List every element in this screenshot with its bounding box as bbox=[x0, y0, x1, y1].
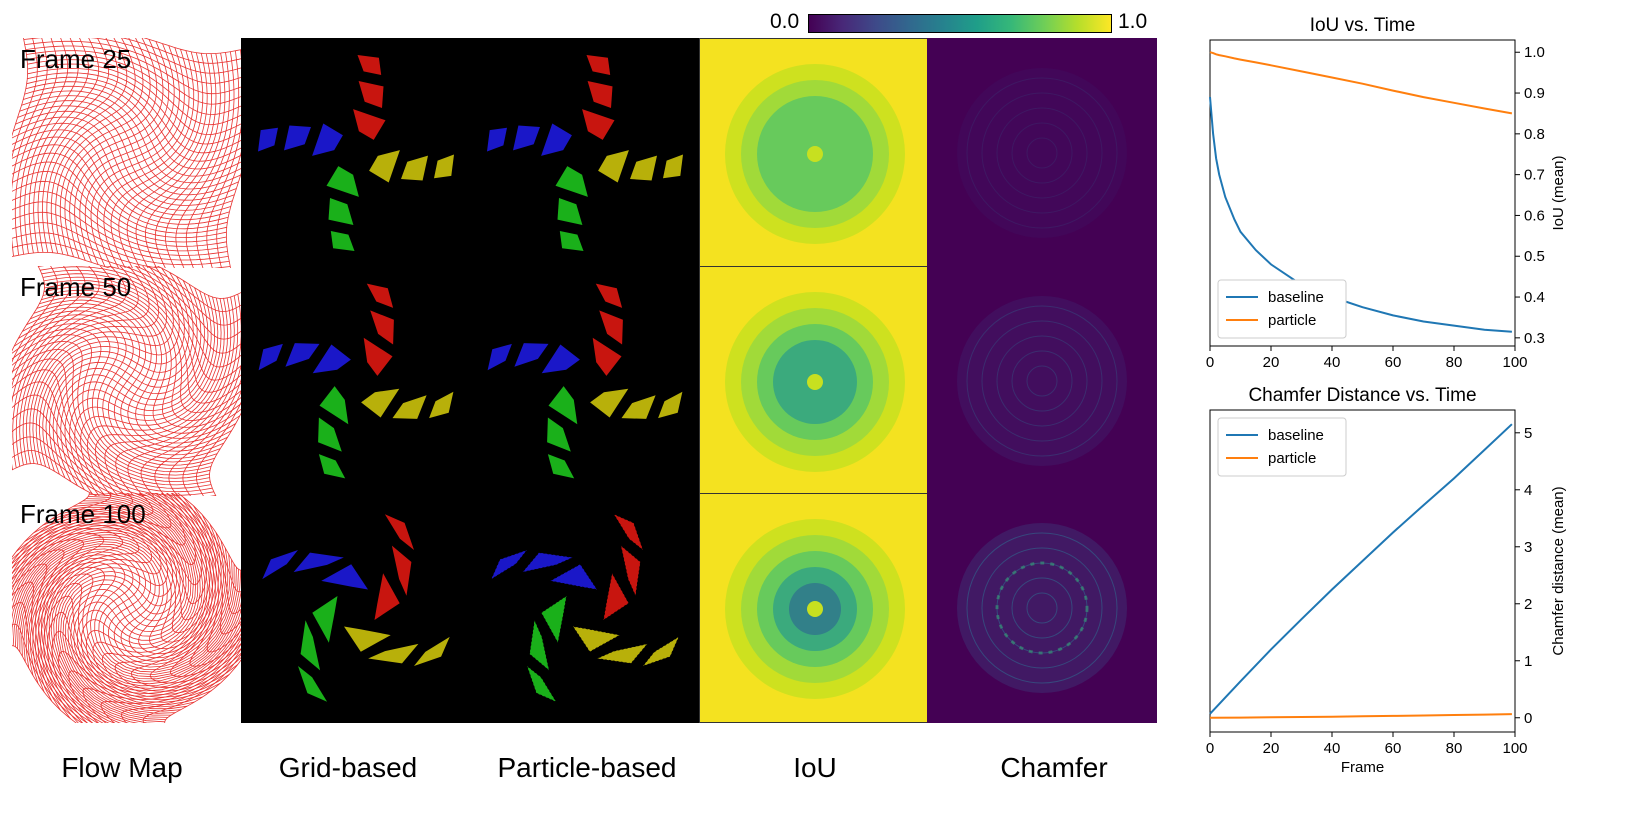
column-label-grid-based: Grid-based bbox=[278, 752, 418, 783]
x-tick-label: 0 bbox=[1206, 740, 1214, 757]
y-axis-label: IoU (mean) bbox=[1550, 155, 1567, 230]
flow-map-panel-row-2: Frame 50 bbox=[12, 266, 242, 496]
colorbar bbox=[808, 14, 1112, 33]
plot-frame bbox=[1209, 409, 1516, 733]
x-tick-label: 0 bbox=[1206, 354, 1214, 371]
y-tick-label: 0.6 bbox=[1524, 207, 1545, 224]
x-tick-label: 100 bbox=[1502, 740, 1527, 757]
series-line-particle bbox=[1209, 713, 1512, 719]
flow-map-panel-row-1: Frame 25 bbox=[12, 38, 242, 268]
x-axis-label: Frame bbox=[1341, 759, 1384, 776]
column-label-chamfer: Chamfer bbox=[1000, 752, 1108, 783]
iou-map-panel-row-3 bbox=[699, 493, 929, 723]
column-label-iou: IoU bbox=[793, 752, 837, 783]
x-tick-label: 40 bbox=[1324, 354, 1341, 371]
y-tick-label: 0.7 bbox=[1524, 167, 1545, 184]
y-axis-label: Chamfer distance (mean) bbox=[1550, 486, 1567, 655]
particle-based-panel-row-1 bbox=[470, 38, 700, 268]
series-line-baseline bbox=[1209, 423, 1513, 715]
chart-title: Chamfer Distance vs. Time bbox=[1248, 385, 1476, 406]
x-tick-label: 20 bbox=[1263, 740, 1280, 757]
frame-label: Frame 100 bbox=[20, 499, 146, 529]
x-tick-label: 60 bbox=[1385, 354, 1402, 371]
series-line-particle bbox=[1209, 51, 1513, 115]
x-tick-label: 100 bbox=[1502, 354, 1527, 371]
legend-box bbox=[1217, 417, 1347, 477]
chart-svg: IoU vs. Time 0 20 40 60 80 100 0.3 0.4 0.5 0.6 0.7 0… bbox=[1206, 15, 1567, 371]
x-tick-label: 40 bbox=[1324, 740, 1341, 757]
grid-based-panel-row-1 bbox=[241, 38, 471, 268]
colorbar-max-label: 1.0 bbox=[1118, 10, 1148, 33]
chart-title: IoU vs. Time bbox=[1310, 15, 1416, 36]
frame-label: Frame 50 bbox=[20, 272, 132, 302]
x-tick-label: 80 bbox=[1446, 740, 1463, 757]
y-tick-label: 2 bbox=[1524, 596, 1532, 613]
legend-label-particle: particle bbox=[1268, 450, 1316, 467]
iou-map-panel-row-1 bbox=[699, 38, 929, 268]
x-tick-label: 80 bbox=[1446, 354, 1463, 371]
x-tick-label: 60 bbox=[1385, 740, 1402, 757]
y-tick-label: 3 bbox=[1524, 539, 1532, 556]
y-tick-label: 5 bbox=[1524, 425, 1532, 442]
x-tick-label: 20 bbox=[1263, 354, 1280, 371]
frame-label: Frame 25 bbox=[20, 44, 132, 74]
iou-vs-time-chart: IoU vs. Time 0 20 40 60 80 100 0.3 0.4 0.5 0.6 0.7 0… bbox=[1205, 0, 1625, 380]
legend-label-particle: particle bbox=[1268, 312, 1316, 329]
y-tick-label: 1.0 bbox=[1524, 44, 1545, 61]
iou-map-panel-row-2 bbox=[699, 266, 929, 496]
chamfer-map-panel-row-3 bbox=[927, 493, 1157, 723]
legend-label-baseline: baseline bbox=[1268, 289, 1324, 306]
y-tick-label: 0.3 bbox=[1524, 330, 1545, 347]
particle-based-panel-row-3 bbox=[470, 493, 700, 723]
series-line-baseline bbox=[1209, 97, 1512, 333]
grid-based-panel-row-3 bbox=[241, 493, 471, 723]
plot-frame bbox=[1209, 39, 1516, 347]
chamfer-map-panel-row-1 bbox=[927, 38, 1157, 268]
chart-svg: Chamfer Distance vs. Time 0 20 40 60 80 100 0 1 2… bbox=[1206, 385, 1567, 776]
y-tick-label: 0.9 bbox=[1524, 85, 1545, 102]
column-label-flow-map: Flow Map bbox=[61, 752, 183, 783]
particle-based-panel-row-2 bbox=[470, 266, 700, 496]
y-tick-label: 0.5 bbox=[1524, 248, 1545, 265]
grid-based-panel-row-2 bbox=[241, 266, 471, 496]
chamfer-vs-time-chart: Chamfer Distance vs. Time 0 20 40 60 80 100 0 1 2… bbox=[1205, 385, 1625, 814]
y-tick-label: 0 bbox=[1524, 710, 1532, 727]
flow-map-panel-row-3: Frame 100 bbox=[12, 493, 242, 723]
legend-label-baseline: baseline bbox=[1268, 427, 1324, 444]
y-tick-label: 0.4 bbox=[1524, 289, 1545, 306]
y-tick-label: 0.8 bbox=[1524, 126, 1545, 143]
y-tick-label: 1 bbox=[1524, 653, 1532, 670]
y-tick-label: 4 bbox=[1524, 482, 1532, 499]
colorbar-min-label: 0.0 bbox=[770, 10, 800, 33]
legend-box bbox=[1217, 279, 1347, 339]
chamfer-map-panel-row-2 bbox=[927, 266, 1157, 496]
column-label-particle-based: Particle-based bbox=[497, 752, 677, 783]
